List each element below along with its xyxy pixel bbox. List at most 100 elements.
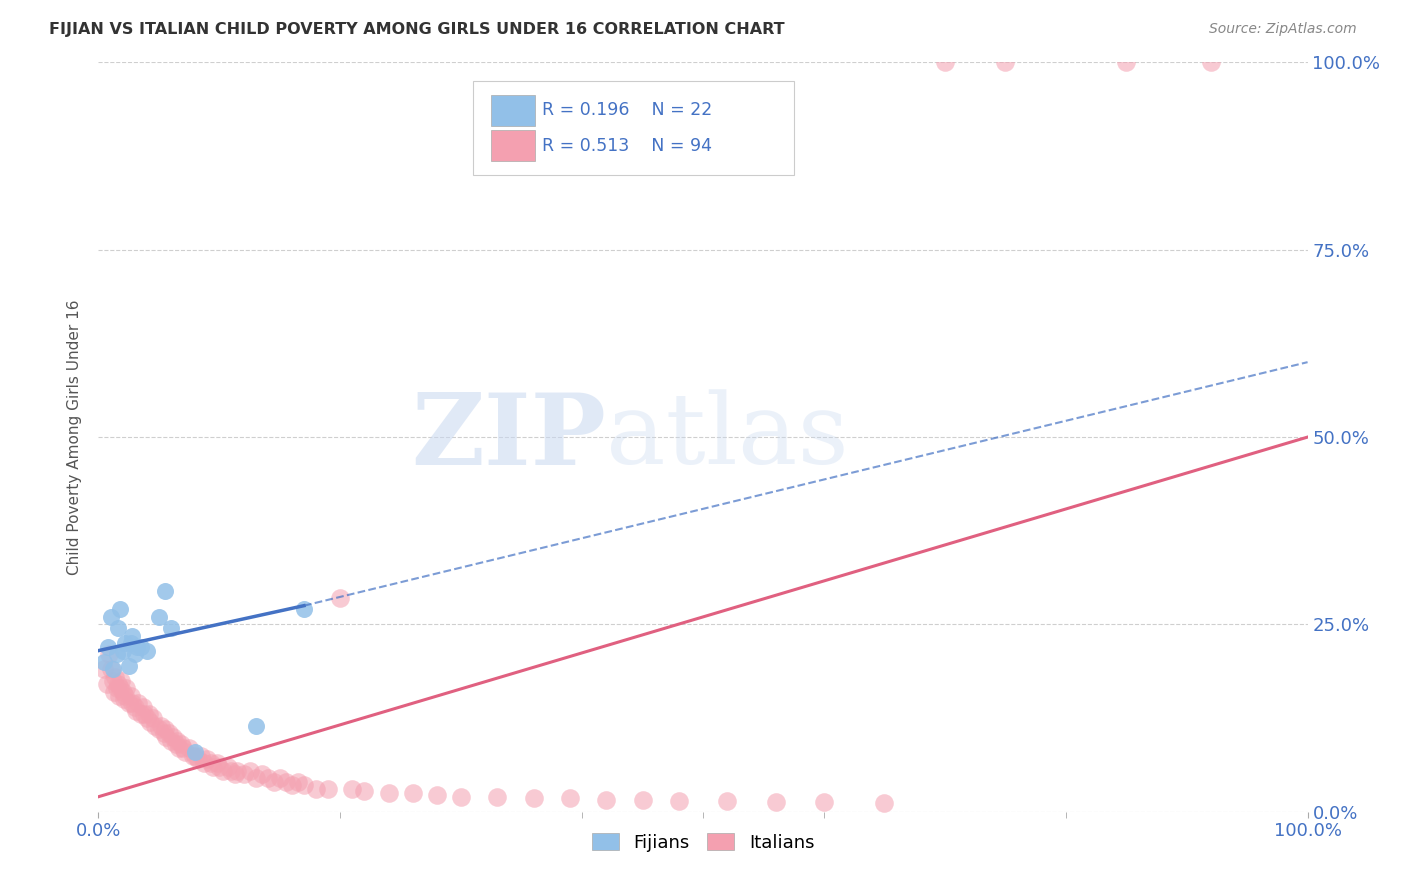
Text: FIJIAN VS ITALIAN CHILD POVERTY AMONG GIRLS UNDER 16 CORRELATION CHART: FIJIAN VS ITALIAN CHILD POVERTY AMONG GI…	[49, 22, 785, 37]
Point	[157, 726, 180, 740]
Point	[101, 662, 124, 676]
Point	[558, 791, 581, 805]
Point	[148, 610, 170, 624]
Point	[138, 707, 160, 722]
Point	[96, 677, 118, 691]
Point	[105, 681, 128, 695]
Point	[148, 723, 170, 737]
Point	[224, 767, 246, 781]
Point	[184, 745, 207, 759]
Point	[160, 621, 183, 635]
Point	[132, 699, 155, 714]
Point	[112, 692, 135, 706]
Point	[174, 745, 197, 759]
Point	[934, 55, 956, 70]
Point	[121, 696, 143, 710]
Point	[187, 752, 209, 766]
Point	[523, 791, 546, 805]
Point	[111, 685, 134, 699]
Point	[162, 730, 184, 744]
Point	[1115, 55, 1137, 70]
Point	[190, 748, 212, 763]
Point	[179, 741, 201, 756]
Point	[108, 689, 131, 703]
Point	[169, 741, 191, 756]
Point	[450, 789, 472, 804]
Legend: Fijians, Italians: Fijians, Italians	[585, 826, 821, 859]
Point	[104, 670, 127, 684]
Point	[134, 707, 156, 722]
Point	[263, 774, 285, 789]
Point	[120, 636, 142, 650]
Point	[97, 640, 120, 654]
Point	[129, 640, 152, 654]
Point	[329, 591, 352, 606]
Point	[110, 673, 132, 688]
Point	[226, 764, 249, 778]
Point	[118, 658, 141, 673]
Point	[202, 760, 225, 774]
Point	[377, 786, 399, 800]
Y-axis label: Child Poverty Among Girls Under 16: Child Poverty Among Girls Under 16	[67, 300, 83, 574]
Point	[105, 648, 128, 662]
Point	[121, 629, 143, 643]
Point	[160, 733, 183, 747]
Point	[150, 718, 173, 732]
Point	[208, 760, 231, 774]
Point	[114, 636, 136, 650]
Point	[232, 767, 254, 781]
Point	[129, 707, 152, 722]
Point	[115, 681, 138, 695]
Point	[153, 723, 176, 737]
Point	[142, 711, 165, 725]
Text: Source: ZipAtlas.com: Source: ZipAtlas.com	[1209, 22, 1357, 37]
Point	[181, 748, 204, 763]
Point	[274, 774, 297, 789]
Point	[486, 789, 509, 804]
Point	[193, 756, 215, 770]
Point	[127, 696, 149, 710]
Point	[108, 602, 131, 616]
Point	[127, 640, 149, 654]
Point	[93, 655, 115, 669]
Point	[93, 662, 115, 676]
Point	[165, 737, 187, 751]
Point	[153, 583, 176, 598]
Point	[135, 643, 157, 657]
Point	[245, 771, 267, 785]
Point	[166, 733, 188, 747]
Point	[873, 796, 896, 810]
Point	[256, 771, 278, 785]
FancyBboxPatch shape	[492, 95, 534, 126]
Point	[212, 764, 235, 778]
Point	[107, 621, 129, 635]
Point	[200, 756, 222, 770]
Point	[108, 681, 131, 695]
Point	[135, 711, 157, 725]
Point	[292, 779, 315, 793]
Point	[287, 774, 309, 789]
Point	[426, 789, 449, 803]
Point	[169, 737, 191, 751]
Point	[184, 748, 207, 763]
Point	[292, 602, 315, 616]
Point	[595, 793, 617, 807]
Point	[98, 648, 121, 662]
Point	[281, 779, 304, 793]
Point	[100, 610, 122, 624]
Point	[631, 793, 654, 807]
FancyBboxPatch shape	[492, 130, 534, 161]
Point	[195, 752, 218, 766]
Point	[155, 730, 177, 744]
Point	[152, 726, 174, 740]
Point	[813, 795, 835, 809]
Point	[316, 782, 339, 797]
Point	[103, 685, 125, 699]
Point	[221, 764, 243, 778]
Point	[100, 662, 122, 676]
Point	[114, 689, 136, 703]
Point	[107, 677, 129, 691]
Point	[172, 741, 194, 756]
Point	[353, 783, 375, 797]
Point	[402, 786, 425, 800]
